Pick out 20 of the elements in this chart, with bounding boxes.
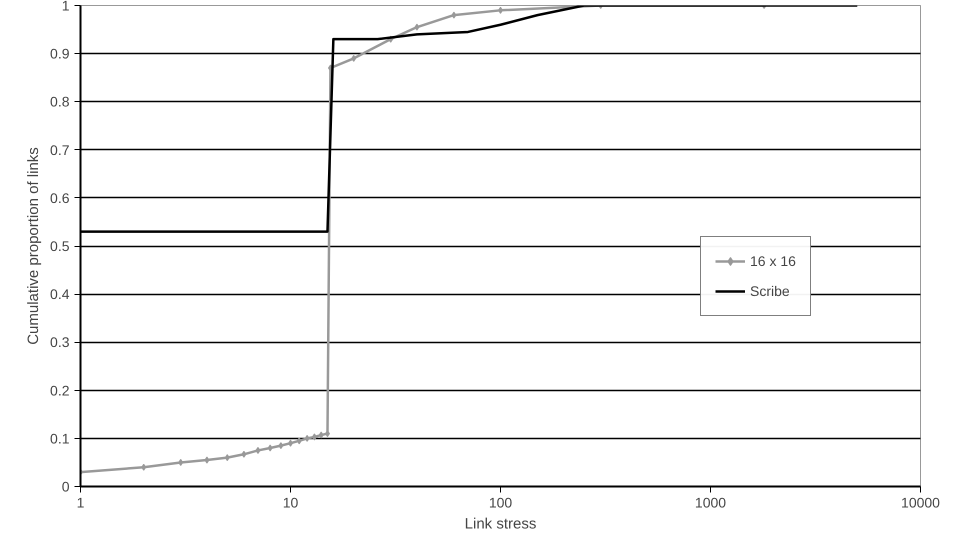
x-tick-label: 10 [282, 494, 298, 510]
y-tick-label: 0 [62, 478, 70, 494]
legend-label: Scribe [750, 283, 790, 299]
legend-label: 16 x 16 [750, 253, 796, 269]
y-tick-label: 0.8 [50, 94, 70, 110]
y-tick-label: 0.6 [50, 190, 70, 206]
y-tick-label: 0.1 [50, 430, 70, 446]
y-tick-label: 0.2 [50, 382, 70, 398]
x-axis-title: Link stress [464, 516, 536, 532]
y-tick-label: 0.5 [50, 238, 70, 254]
y-tick-label: 0.4 [50, 286, 70, 302]
y-tick-label: 0.7 [50, 142, 70, 158]
y-tick-label: 0.3 [50, 334, 70, 350]
y-axis-title: Cumulative proportion of links [25, 147, 42, 345]
x-tick-label: 1 [76, 494, 85, 510]
y-tick-label: 1 [62, 0, 70, 14]
y-tick-label: 0.9 [50, 46, 70, 62]
x-tick-label: 10000 [901, 494, 940, 510]
x-tick-label: 1000 [694, 494, 726, 510]
x-tick-label: 100 [488, 494, 512, 510]
